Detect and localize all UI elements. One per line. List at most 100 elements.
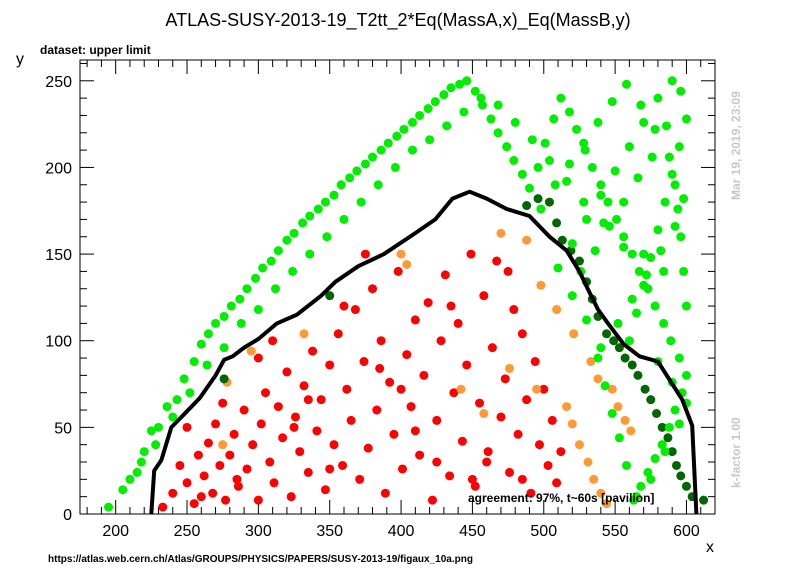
data-point-green (527, 135, 537, 145)
data-point-green (676, 232, 686, 242)
y-tick-label: 150 (45, 247, 72, 264)
data-point-green (477, 100, 487, 110)
data-point-green (582, 315, 592, 325)
data-point-red (308, 346, 318, 356)
data-point-red (360, 249, 370, 259)
data-point-red (487, 343, 497, 353)
data-point-green (258, 263, 268, 273)
data-point-red (278, 433, 288, 443)
data-point-red (193, 450, 203, 460)
data-point-green (549, 114, 559, 124)
data-point-orange (583, 457, 593, 467)
data-point-green (313, 204, 323, 214)
data-point-green (203, 329, 213, 339)
data-point-green (643, 467, 653, 477)
data-point-green (493, 100, 503, 110)
data-point-green (681, 114, 691, 124)
data-point-green (322, 232, 332, 242)
data-point-red (203, 438, 213, 448)
x-tick-label: 250 (174, 523, 201, 540)
data-point-darkgreen (552, 218, 562, 228)
data-point-green (627, 249, 637, 259)
data-point-red (211, 419, 221, 429)
data-point-darkgreen (557, 235, 567, 245)
data-point-orange (522, 235, 532, 245)
data-point-red (503, 266, 513, 276)
data-point-green (470, 86, 480, 96)
data-point-green (622, 79, 632, 89)
data-point-orange (396, 249, 406, 259)
data-point-green (459, 107, 469, 117)
data-point-red (232, 474, 242, 484)
data-point-green (567, 239, 577, 249)
data-point-red (363, 443, 373, 453)
data-point-green (305, 211, 315, 221)
data-point-green (614, 433, 624, 443)
data-point-green (664, 422, 674, 432)
data-point-green (634, 266, 644, 276)
data-point-red (282, 367, 292, 377)
data-point-green (536, 204, 546, 214)
data-point-red (316, 395, 326, 405)
data-point-red (482, 457, 492, 467)
data-point-green (493, 128, 503, 138)
data-point-red (189, 499, 199, 509)
data-point-green (125, 474, 135, 484)
timestamp: Mar 19, 2019, 23:09 (729, 91, 743, 200)
data-point-orange (574, 440, 584, 450)
y-tick-label: 100 (45, 334, 72, 351)
data-point-green (670, 405, 680, 415)
data-point-green (189, 357, 199, 367)
data-point-red (423, 298, 433, 308)
data-point-green (564, 159, 574, 169)
data-point-red (256, 419, 266, 429)
data-point-green (664, 152, 674, 162)
data-point-red (556, 447, 566, 457)
data-point-orange (607, 384, 617, 394)
data-point-green (596, 343, 606, 353)
data-point-green (462, 76, 472, 86)
data-point-green (425, 135, 435, 145)
data-point-green (619, 242, 629, 252)
data-point-red (496, 412, 506, 422)
data-point-green (104, 502, 114, 512)
data-point-green (556, 93, 566, 103)
data-point-red (483, 447, 493, 457)
x-tick-label: 300 (245, 523, 272, 540)
data-point-red (522, 395, 532, 405)
y-tick-label: 0 (63, 507, 72, 524)
data-point-green (510, 117, 520, 127)
data-point-green (439, 90, 449, 100)
data-point-red (158, 502, 168, 512)
data-point-green (636, 481, 646, 491)
data-point-red (229, 429, 239, 439)
data-point-green (636, 100, 646, 110)
data-point-green (373, 180, 383, 190)
data-point-green (646, 474, 656, 484)
data-point-green (298, 218, 308, 228)
data-point-green (607, 97, 617, 107)
data-point-green (670, 180, 680, 190)
data-point-red (175, 460, 185, 470)
data-point-green (653, 225, 663, 235)
source-url: https://atlas.web.cern.ch/Atlas/GROUPS/P… (48, 554, 473, 565)
x-tick-label: 400 (388, 523, 415, 540)
data-point-orange (602, 499, 612, 509)
data-point-green (632, 492, 642, 502)
data-point-red (333, 329, 343, 339)
data-point-red (359, 357, 369, 367)
data-point-red (552, 478, 562, 488)
data-point-red (467, 474, 477, 484)
data-point-green (657, 440, 667, 450)
data-point-green (659, 266, 669, 276)
data-point-green (681, 301, 691, 311)
data-point-orange (479, 408, 489, 418)
data-point-orange (586, 357, 596, 367)
data-point-green (639, 280, 649, 290)
data-point-red (299, 381, 309, 391)
data-point-red (269, 478, 279, 488)
data-point-red (372, 405, 382, 415)
data-point-green (118, 485, 128, 495)
data-point-red (325, 464, 335, 474)
data-point-green (607, 408, 617, 418)
